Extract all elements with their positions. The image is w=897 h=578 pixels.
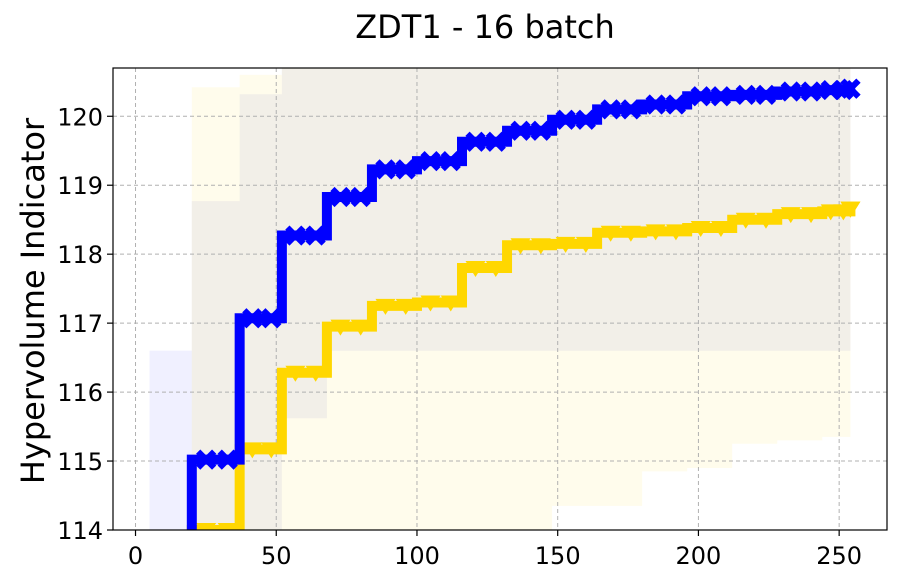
marker-1 <box>665 224 686 241</box>
marker-1 <box>690 220 711 237</box>
marker-1 <box>217 523 238 530</box>
marker-0 <box>690 86 711 107</box>
marker-1 <box>820 204 841 221</box>
marker-0 <box>465 131 486 152</box>
series-band-0 <box>191 68 851 530</box>
marker-0 <box>440 150 461 172</box>
marker-0 <box>285 225 306 246</box>
marker-1 <box>555 236 576 253</box>
marker-0 <box>196 449 217 470</box>
y-tick-label: 119 <box>57 172 103 200</box>
marker-0 <box>840 78 861 99</box>
x-tick-label: 250 <box>816 542 862 570</box>
marker-0 <box>620 99 641 120</box>
marker-1 <box>780 207 801 224</box>
marker-1 <box>242 442 263 459</box>
series-1 <box>186 201 861 530</box>
confidence-bands <box>149 68 851 530</box>
marker-0 <box>485 131 506 152</box>
marker-1 <box>465 260 486 277</box>
marker-1 <box>530 238 551 255</box>
marker-1 <box>196 523 217 530</box>
x-tick-label: 50 <box>261 542 292 570</box>
y-tick-label: 120 <box>57 103 103 131</box>
marker-0 <box>755 84 777 106</box>
marker-1 <box>801 207 822 224</box>
marker-0 <box>645 94 666 115</box>
y-tick-label: 114 <box>57 517 103 545</box>
marker-0 <box>575 109 596 130</box>
marker-0 <box>600 99 621 120</box>
marker-1 <box>305 365 326 382</box>
marker-1 <box>755 212 776 229</box>
plot-frame <box>112 67 888 531</box>
marker-1 <box>285 365 306 382</box>
marker-1 <box>600 225 621 242</box>
marker-1 <box>440 295 461 312</box>
marker-0 <box>735 84 756 106</box>
marker-1 <box>735 212 756 229</box>
marker-0 <box>420 150 441 172</box>
x-tick-label: 200 <box>676 542 722 570</box>
marker-0 <box>530 120 551 141</box>
marker-0 <box>665 94 687 115</box>
y-tick-label: 115 <box>57 448 103 476</box>
marker-0 <box>800 81 822 102</box>
marker-1 <box>645 224 666 241</box>
marker-0 <box>780 81 801 102</box>
marker-0 <box>555 109 576 130</box>
series-lines <box>186 78 861 530</box>
y-tick-label: 117 <box>57 310 103 338</box>
chart-title: ZDT1 - 16 batch <box>355 8 615 46</box>
marker-0 <box>330 186 351 208</box>
marker-0 <box>242 308 263 329</box>
plot-border <box>112 67 888 531</box>
series-0 <box>186 78 861 530</box>
marker-1 <box>330 319 351 336</box>
marker-1 <box>840 201 861 218</box>
extra-band <box>149 350 192 530</box>
marker-1 <box>575 236 596 253</box>
x-tick-label: 100 <box>394 542 440 570</box>
marker-1 <box>395 298 416 315</box>
series-band-1 <box>191 68 851 530</box>
y-axis-label: Hypervolume Indicator <box>14 117 52 484</box>
x-tick-label: 0 <box>128 542 143 570</box>
marker-1 <box>420 295 441 312</box>
marker-0 <box>510 120 531 141</box>
marker-1 <box>350 319 371 336</box>
marker-1 <box>375 298 396 315</box>
marker-1 <box>261 442 282 459</box>
y-tick-label: 118 <box>57 241 103 269</box>
marker-0 <box>305 225 326 246</box>
x-ticks: 0 50 100 150 200 250 <box>128 530 862 570</box>
marker-1 <box>710 220 731 237</box>
marker-1 <box>485 260 506 277</box>
marker-0 <box>395 159 416 180</box>
marker-1 <box>510 238 531 255</box>
x-tick-label: 150 <box>535 542 581 570</box>
y-tick-label: 116 <box>57 379 103 407</box>
marker-0 <box>375 159 396 180</box>
marker-0 <box>217 449 238 470</box>
y-ticks: 114 115 116 117 118 119 120 <box>57 103 113 545</box>
marker-1 <box>620 225 641 242</box>
marker-0 <box>710 86 732 107</box>
marker-0 <box>261 308 282 329</box>
marker-0 <box>350 186 371 208</box>
